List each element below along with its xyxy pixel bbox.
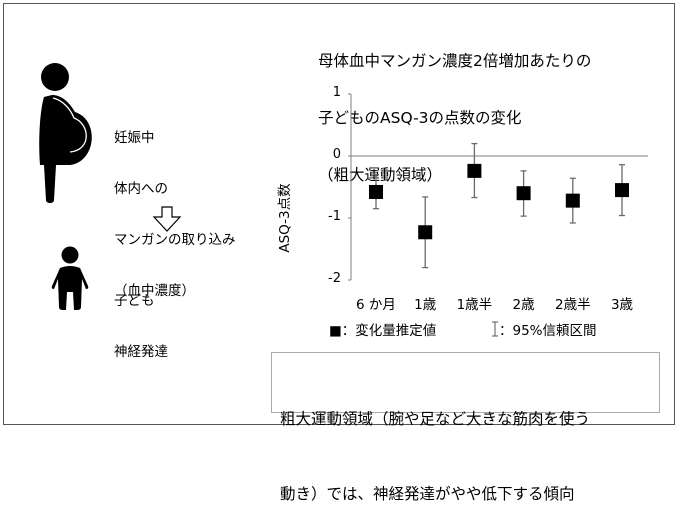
estimate-marker xyxy=(369,184,383,199)
x-tick-label: 3歳 xyxy=(610,297,634,313)
legend-ci-entry: ：95%信頼区間 xyxy=(499,323,597,339)
child-label: 子ども 神経発達 xyxy=(114,259,168,378)
chart-title-line: 子どものASQ-3の点数の変化 xyxy=(318,109,522,127)
figure-frame xyxy=(3,3,675,425)
x-tick-label: 1歳半 xyxy=(456,297,493,313)
down-arrow-icon xyxy=(152,206,182,232)
chart-title-line: 母体血中マンガン濃度2倍増加あたりの xyxy=(318,52,592,70)
mother-label-line: 妊娠中 xyxy=(114,130,155,146)
legend-marker-entry: ■：変化量推定値 xyxy=(329,323,437,339)
summary-box: 粗大運動領域（腕や足など大きな筋肉を使う 動き）では、神経発達がやや低下する傾向 xyxy=(271,352,660,503)
estimate-marker xyxy=(418,225,433,240)
estimate-marker xyxy=(467,163,482,178)
illustration-layer xyxy=(39,63,182,310)
estimate-marker xyxy=(615,183,629,198)
estimate-marker xyxy=(565,193,580,208)
child-icon xyxy=(51,246,89,310)
y-tick-label: 1 xyxy=(332,85,341,100)
y-tick-label: -1 xyxy=(328,209,341,224)
x-tick-label: 2歳半 xyxy=(555,297,591,313)
y-tick-label: 0 xyxy=(332,147,341,162)
x-tick-label: 6 か月 xyxy=(356,297,396,313)
x-tick-label: 1歳 xyxy=(414,297,437,313)
mother-label-line: （血中濃度） xyxy=(114,283,195,299)
pregnant-woman-icon xyxy=(39,63,92,203)
y-tick-label: -2 xyxy=(328,271,341,286)
y-axis-label: ASQ-3点数 xyxy=(277,183,293,253)
child-label-line: 子ども xyxy=(114,293,155,309)
mother-label: 妊娠中 体内への マンガンの取り込み （血中濃度） xyxy=(114,96,236,317)
mother-label-line: マンガンの取り込み xyxy=(114,232,236,248)
estimate-marker xyxy=(516,186,531,201)
chart-title-line: （粗大運動領域） xyxy=(318,166,443,184)
chart-plot xyxy=(348,93,648,281)
summary-line: 動き）では、神経発達がやや低下する傾向 xyxy=(280,485,575,503)
x-tick-label: 2歳 xyxy=(512,297,535,313)
mother-label-line: 体内への xyxy=(114,181,168,197)
child-label-line: 神経発達 xyxy=(114,344,168,360)
chart-title: 母体血中マンガン濃度2倍増加あたりの 子どものASQ-3の点数の変化 （粗大運動… xyxy=(318,14,591,204)
summary-line: 粗大運動領域（腕や足など大きな筋肉を使う xyxy=(280,410,591,428)
ci-legend-icon xyxy=(491,321,499,337)
